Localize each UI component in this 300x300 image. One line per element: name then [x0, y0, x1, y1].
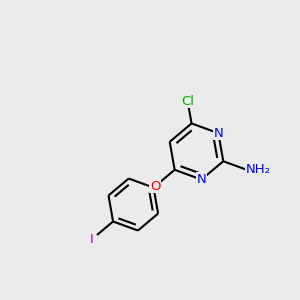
Text: N: N: [214, 127, 223, 140]
Text: Cl: Cl: [181, 95, 194, 108]
Text: O: O: [150, 180, 160, 193]
Text: I: I: [89, 233, 93, 246]
Text: NH₂: NH₂: [245, 163, 270, 176]
Text: N: N: [196, 173, 206, 186]
